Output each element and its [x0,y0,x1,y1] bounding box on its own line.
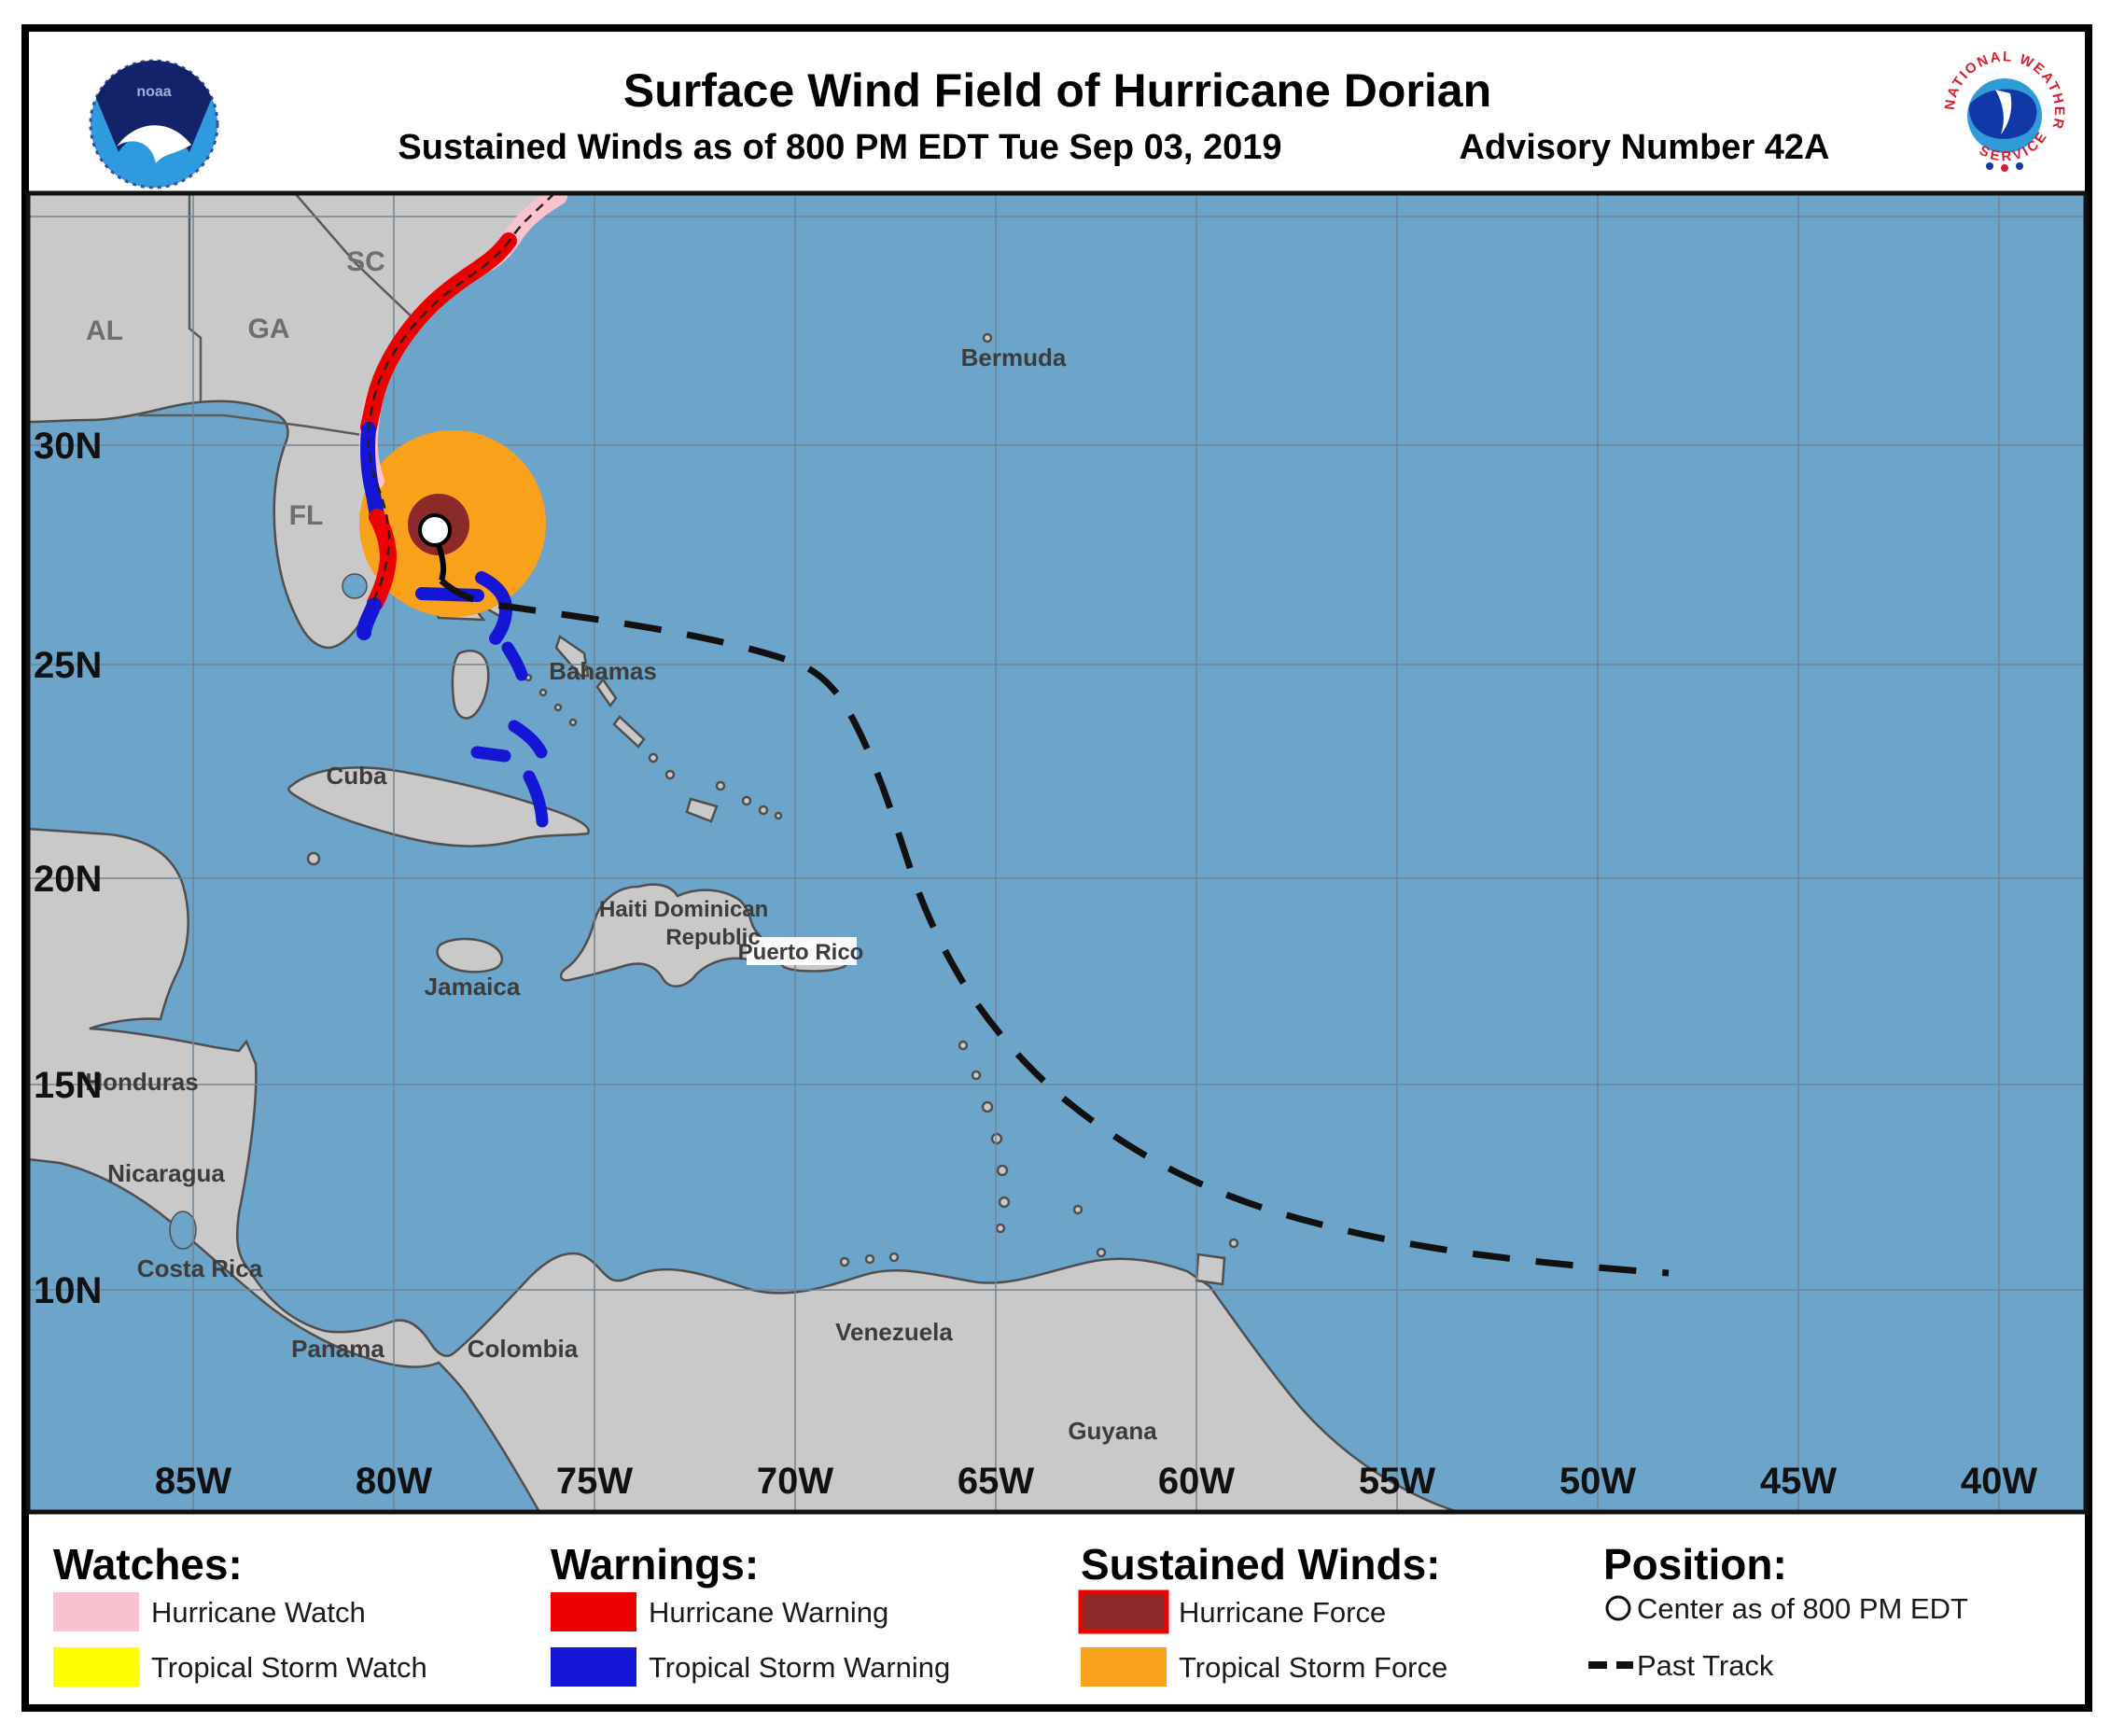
noaa-logo-text: noaa [136,84,171,100]
place-label-guyana: Guyana [1068,1417,1157,1445]
place-label-costa-rica: Costa Rica [137,1254,263,1282]
legend-label: Tropical Storm Watch [151,1651,427,1684]
place-label-republic: Republic [665,925,760,950]
land-cat-island [595,677,618,708]
place-label-honduras: Honduras [85,1068,198,1096]
land-trinidad [1195,1253,1226,1286]
land-bermuda-island [982,332,993,343]
advisory-number: Advisory Number 42A [1459,128,1829,167]
legend-label: Hurricane Force [1179,1596,1386,1629]
place-label-bahamas: Bahamas [549,657,657,685]
coastline-dashed-overlay [367,194,555,609]
page-title: Surface Wind Field of Hurricane Dorian [623,64,1491,117]
header: noaa Surface Wind Field of Hurricane Dor… [89,49,2065,189]
land-long-island [612,715,646,749]
lat-label: 15N [34,1065,102,1106]
legend-label: Hurricane Warning [649,1596,888,1629]
legend-label: Center as of 800 PM EDT [1637,1592,1968,1625]
place-label-colombia: Colombia [468,1335,579,1363]
lat-label: 20N [34,859,102,900]
legend-label: Hurricane Watch [151,1596,366,1629]
legend-label: Tropical Storm Force [1179,1651,1447,1684]
place-label-fl: FL [289,500,324,531]
legend-swatch [1081,1647,1167,1687]
legend-swatch [551,1592,636,1631]
land-tobago [1228,1238,1239,1249]
legend-swatch [53,1647,139,1687]
tropical-storm-warning-band-south-fl [356,597,382,640]
place-label-venezuela: Venezuela [835,1318,953,1346]
center-position-icon [1605,1595,1631,1621]
place-label-haiti: Haiti [599,897,648,922]
puerto-rico-label-box [747,937,857,965]
lon-label: 80W [356,1461,432,1502]
land-cuba [287,766,590,847]
legend-label: Past Track [1637,1649,1774,1682]
lon-label: 65W [958,1461,1034,1502]
lon-label: 55W [1359,1461,1435,1502]
legend-header-sustained-winds: Sustained Winds: [1081,1540,1441,1589]
place-label-panama: Panama [291,1335,384,1363]
place-label-cuba: Cuba [327,762,388,790]
legend-header-watches: Watches: [53,1540,243,1589]
lat-label: 30N [34,426,102,467]
place-label-sc: SC [346,246,385,277]
place-label-nicaragua: Nicaragua [107,1159,225,1187]
longitude-gridlines [192,194,2000,1511]
place-labels: Bermuda Bahamas Cuba Jamaica Haiti Dominican R… [85,246,1157,1445]
lat-label: 25N [34,645,102,686]
page-subtitle: Sustained Winds as of 800 PM EDT Tue Sep… [398,128,1281,167]
legend-header-warnings: Warnings: [551,1540,759,1589]
land-eleuthera [554,635,590,678]
lon-label: 50W [1559,1461,1636,1502]
lon-label: 40W [1961,1461,2037,1502]
hurricane-warning-band-fl [367,509,397,611]
land-jamaica [436,937,503,973]
noaa-logo: noaa [89,59,219,189]
legend-swatch [551,1647,636,1687]
lake-nicaragua [169,1211,197,1250]
legend-label: Tropical Storm Warning [649,1651,950,1684]
lake-okeechobee [342,573,368,599]
lat-label: 10N [34,1270,102,1311]
land-andros [451,650,490,720]
place-label-puerto-rico: Puerto Rico [738,940,864,965]
legend-swatch [1078,1589,1169,1634]
land-hispaniola [559,883,764,987]
lon-label: 45W [1760,1461,1837,1502]
storm-center-marker [418,513,452,581]
nws-logo: NATIONAL WEATHER SERVICE [1942,49,2065,172]
place-label-ga: GA [248,314,290,344]
map: Bermuda Bahamas Cuba Jamaica Haiti Dominican R… [29,194,2085,1511]
lon-label: 75W [556,1461,633,1502]
land-isle-of-youth [306,851,321,866]
place-label-bermuda: Bermuda [961,343,1067,371]
latitude-gridlines [29,216,2085,1291]
land-great-inagua [685,797,719,823]
legend-header-position: Position: [1603,1540,1787,1589]
longitude-labels: 85W 80W 75W 70W 65W 60W 55W 50W 45W 40W [155,1461,2037,1502]
map-border [25,190,2089,1515]
legend-swatch [53,1592,139,1631]
hurricane-warning-band-sc-ga [360,232,517,436]
place-label-dominican: Dominican [654,897,769,922]
latitude-labels: 30N 25N 20N 15N 10N [34,426,102,1311]
place-label-jamaica: Jamaica [425,973,521,1001]
lon-label: 60W [1158,1461,1235,1502]
legend: Watches: Hurricane Watch Tropical Storm Wa… [53,1540,1968,1687]
lon-label: 70W [757,1461,833,1502]
land-central-south-america [29,827,1459,1511]
place-label-al: AL [86,315,123,346]
lon-label: 85W [155,1461,231,1502]
